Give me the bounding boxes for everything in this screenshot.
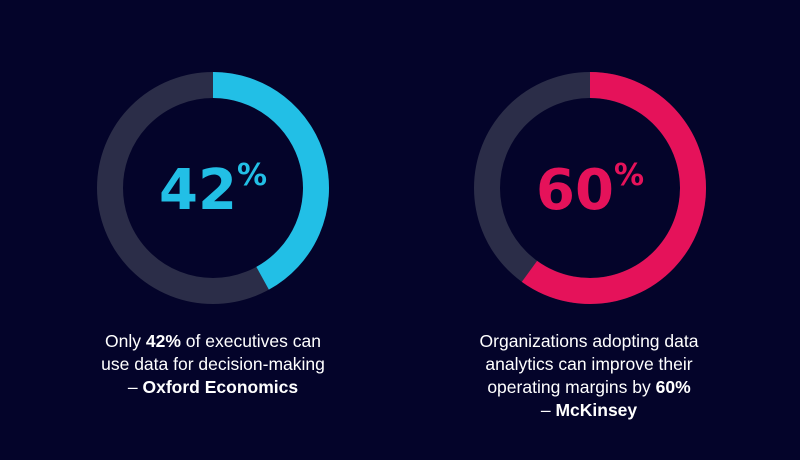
donut-value-arc-left	[212, 72, 329, 290]
donut-center-value-right: 60%	[536, 158, 644, 223]
donut-value-arc-right	[521, 72, 706, 304]
caption-right-line-3: operating margins by 60%	[487, 377, 691, 397]
donut-chart-left: 42%	[97, 72, 329, 304]
caption-right-source: – McKinsey	[540, 400, 638, 420]
caption-right-line-2: analytics can improve their	[485, 354, 693, 374]
caption-left-source: – Oxford Economics	[127, 377, 299, 397]
caption-right-line-1: Organizations adopting data	[479, 331, 699, 351]
caption-left-line-1: Only 42% of executives can	[105, 331, 321, 351]
caption-left-line-2: use data for decision-making	[101, 354, 325, 374]
donut-center-value-left: 42%	[159, 158, 267, 223]
donut-chart-right: 60%	[474, 72, 706, 304]
caption-right: Organizations adopting data analytics ca…	[424, 330, 754, 422]
caption-left: Only 42% of executives can use data for …	[48, 330, 378, 399]
